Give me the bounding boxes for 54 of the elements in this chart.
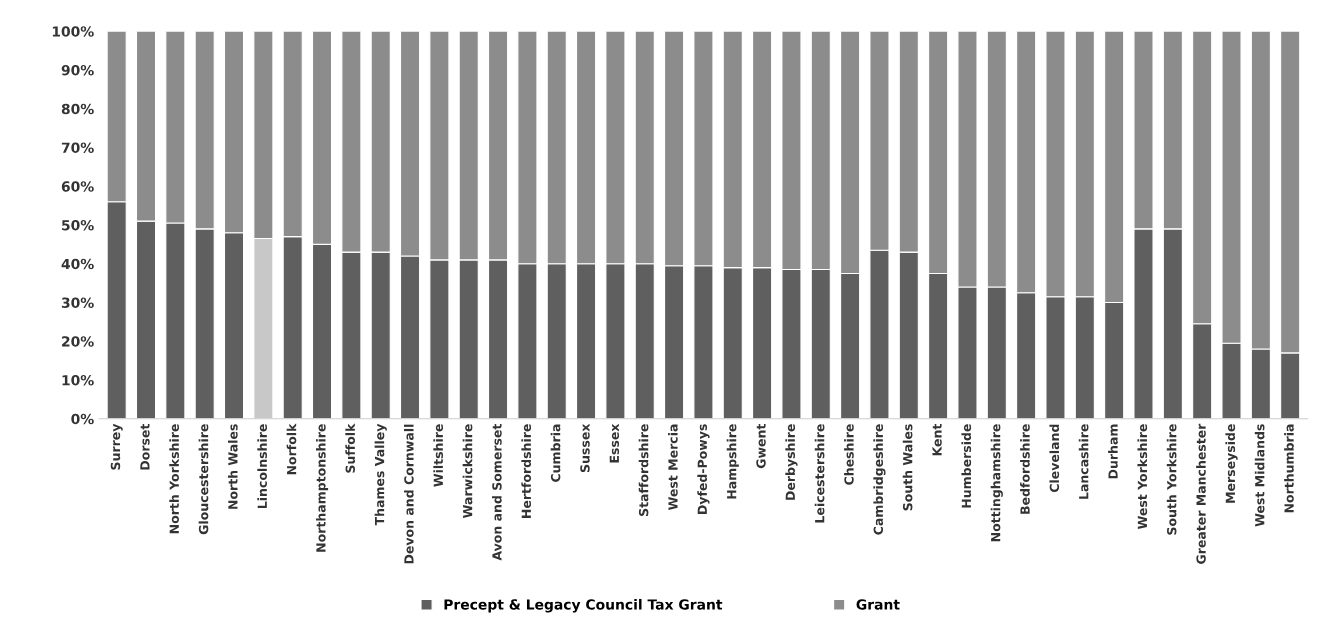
x-tick-label: North Wales [227,424,238,509]
x-tick-label: Nottinghamshire [990,424,1003,542]
y-tick-label: 50% [62,219,94,231]
x-tick-label: Wiltshire [433,424,444,487]
y-tick-label: 80% [61,103,94,115]
x-tick-label: Lancashire [1078,424,1089,499]
y-tick-label: 20% [62,336,94,347]
x-tick-label: Northamptonshire [315,424,329,552]
x-tick-label: Kent [932,423,942,456]
x-tick-label: Merseyside [1225,424,1238,503]
x-tick-label: Lincolnshire [257,424,267,509]
x-tick-label: Bedfordshire [1020,424,1030,514]
x-tick-label: Dyfed-Powys [697,424,710,514]
x-tick-label: Derbyshire [785,424,798,500]
x-tick-label: Warwickshire [462,424,473,518]
x-tick-label: Hertfordshire [521,424,532,518]
x-tick-label: Suffolk [345,423,356,473]
x-tick-label: Avon and Somerset [492,423,502,561]
x-tick-label: Cheshire [844,424,854,485]
y-tick-label: 10% [62,374,94,386]
x-tick-label: Sussex [580,423,590,473]
x-tick-label: Leicestershire [814,424,825,523]
x-tick-label: Essex [609,423,620,463]
x-tick-label: West Midlands [1254,424,1265,527]
x-tick-label: Durham [1108,424,1118,479]
y-tick-label: 60% [61,181,94,192]
legend-label: Grant [856,599,900,610]
legend-label: Precept & Legacy Council Tax Grant [444,598,723,613]
x-tick-label: Hampshire [726,424,739,499]
y-tick-label: 30% [61,297,94,308]
x-tick-label: Thames Valley [374,423,387,526]
y-tick-label: 90% [61,64,94,76]
x-tick-label: Norfolk [286,423,297,475]
x-tick-label: Northumbria [1284,424,1294,513]
x-tick-label: Cumbria [550,424,561,482]
x-tick-label: South Yorkshire [1166,424,1177,535]
x-tick-label: Dorset [140,423,150,470]
y-tick-label: 70% [61,142,94,153]
x-tick-label: Devon and Cornwall [404,424,414,564]
y-tick-label: 100% [52,26,94,37]
x-tick-label: North Yorkshire [169,424,179,534]
x-tick-label: Gloucestershire [198,424,209,535]
x-tick-label: West Yorkshire [1137,424,1148,530]
x-tick-label: Cambridgeshire [873,424,886,535]
y-tick-label: 0% [71,413,94,425]
x-tick-label: Surrey [110,423,123,470]
x-tick-label: Staffordshire [638,424,649,516]
x-tick-label: Cleveland [1049,424,1060,493]
x-tick-label: Greater Manchester [1196,423,1206,564]
x-tick-label: West Mercia [668,424,678,511]
x-tick-label: Gwent [756,423,766,469]
x-tick-label: Humberside [961,424,972,508]
y-tick-label: 40% [61,258,94,270]
x-tick-label: South Wales [902,424,913,511]
